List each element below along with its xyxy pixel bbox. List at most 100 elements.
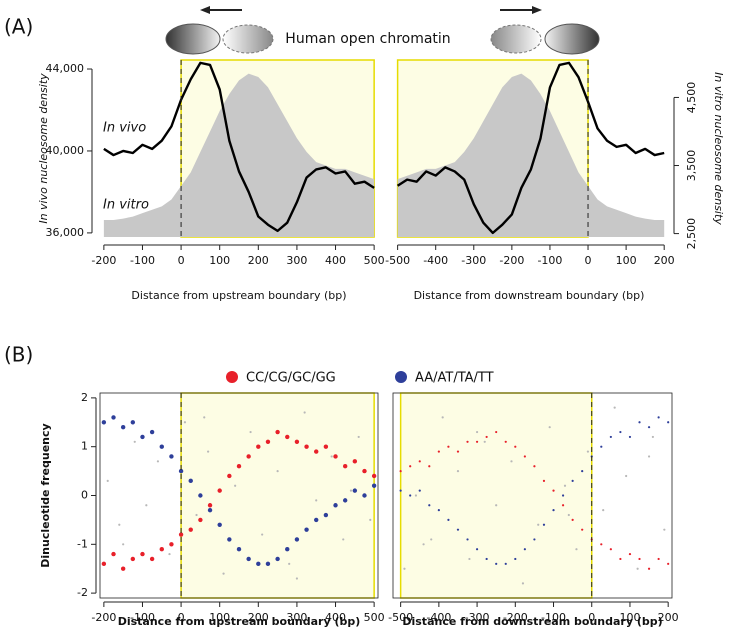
point xyxy=(285,434,290,440)
point xyxy=(657,416,660,419)
point xyxy=(542,523,546,526)
point xyxy=(456,450,460,453)
legend-label: CC/CG/GC/GG xyxy=(246,371,336,386)
point xyxy=(619,557,622,561)
x-axis-label: Distance from downstream boundary (bp) xyxy=(414,289,645,302)
point xyxy=(466,440,469,443)
legend-label: AA/AT/TA/TT xyxy=(415,371,494,386)
x-tick-label: -100 xyxy=(537,254,562,267)
panel-label: (B) xyxy=(4,343,33,367)
point xyxy=(575,548,578,551)
point xyxy=(667,421,670,424)
point xyxy=(628,552,632,556)
point xyxy=(178,468,184,474)
highlight-region xyxy=(180,392,375,599)
plot-frame xyxy=(392,392,673,599)
point xyxy=(207,507,213,513)
point xyxy=(222,572,225,575)
point xyxy=(314,449,319,454)
point xyxy=(422,543,425,546)
point xyxy=(430,538,433,541)
point xyxy=(638,557,641,561)
point xyxy=(357,435,360,439)
point xyxy=(304,444,309,449)
point xyxy=(657,557,660,561)
point xyxy=(342,464,348,469)
point xyxy=(586,450,590,453)
point xyxy=(638,421,641,424)
point xyxy=(563,484,567,487)
point xyxy=(468,557,471,561)
point xyxy=(447,445,450,448)
point xyxy=(371,483,377,488)
x-tick-label: 0 xyxy=(178,611,185,624)
point xyxy=(333,503,338,508)
point xyxy=(504,562,507,565)
x-tick-label: 500 xyxy=(364,254,385,267)
point xyxy=(227,473,232,479)
point xyxy=(122,543,125,546)
point xyxy=(295,577,299,580)
point xyxy=(447,518,450,522)
y2-axis-label: In vitro nucleosome density xyxy=(712,72,725,225)
x-tick-label: 0 xyxy=(588,611,595,624)
point xyxy=(111,551,116,557)
x-tick-label: -300 xyxy=(465,611,490,624)
nucleosome-icons xyxy=(165,6,600,55)
area xyxy=(397,73,665,237)
point xyxy=(609,435,612,439)
x-tick-label: 400 xyxy=(325,254,346,267)
point xyxy=(371,473,377,479)
x-tick-label: -400 xyxy=(426,611,451,624)
y-tick-label: 1 xyxy=(81,440,88,453)
x-tick-label: 400 xyxy=(325,611,346,624)
point xyxy=(533,538,536,541)
y2-tick-label: 4,500 xyxy=(685,82,698,114)
point xyxy=(362,468,367,474)
point xyxy=(352,488,358,493)
point xyxy=(399,489,402,492)
x-tick-label: -100 xyxy=(130,254,155,267)
point xyxy=(561,504,565,507)
point xyxy=(619,430,622,434)
point xyxy=(323,444,329,449)
point xyxy=(504,440,507,443)
point xyxy=(130,420,136,425)
point xyxy=(437,509,440,512)
point xyxy=(261,533,264,536)
point xyxy=(495,504,498,507)
point xyxy=(342,538,345,541)
x-tick-label: -200 xyxy=(91,611,116,624)
point xyxy=(169,542,174,547)
point xyxy=(285,546,290,552)
point xyxy=(120,566,126,571)
point xyxy=(647,455,651,458)
x-tick-label: 200 xyxy=(248,611,269,624)
header: Human open chromatin xyxy=(285,31,450,47)
point xyxy=(399,469,402,473)
point xyxy=(475,440,479,443)
point xyxy=(236,464,242,469)
series-annotation: In vitro xyxy=(103,198,149,213)
point xyxy=(369,518,372,522)
point xyxy=(514,445,517,448)
point xyxy=(475,548,479,551)
point xyxy=(349,489,353,492)
point xyxy=(217,488,222,493)
y-tick-label: 40,000 xyxy=(46,144,85,157)
point xyxy=(647,426,651,429)
point xyxy=(101,561,107,567)
point xyxy=(542,479,546,482)
point xyxy=(303,411,306,414)
point xyxy=(537,523,540,526)
x-tick-label: -200 xyxy=(499,254,524,267)
point xyxy=(246,556,251,562)
point xyxy=(265,439,271,445)
point xyxy=(523,455,526,458)
point xyxy=(159,444,164,449)
point xyxy=(217,522,222,527)
y-tick-label: 44,000 xyxy=(46,62,85,75)
x-tick-label: -400 xyxy=(423,254,448,267)
point xyxy=(523,548,526,551)
